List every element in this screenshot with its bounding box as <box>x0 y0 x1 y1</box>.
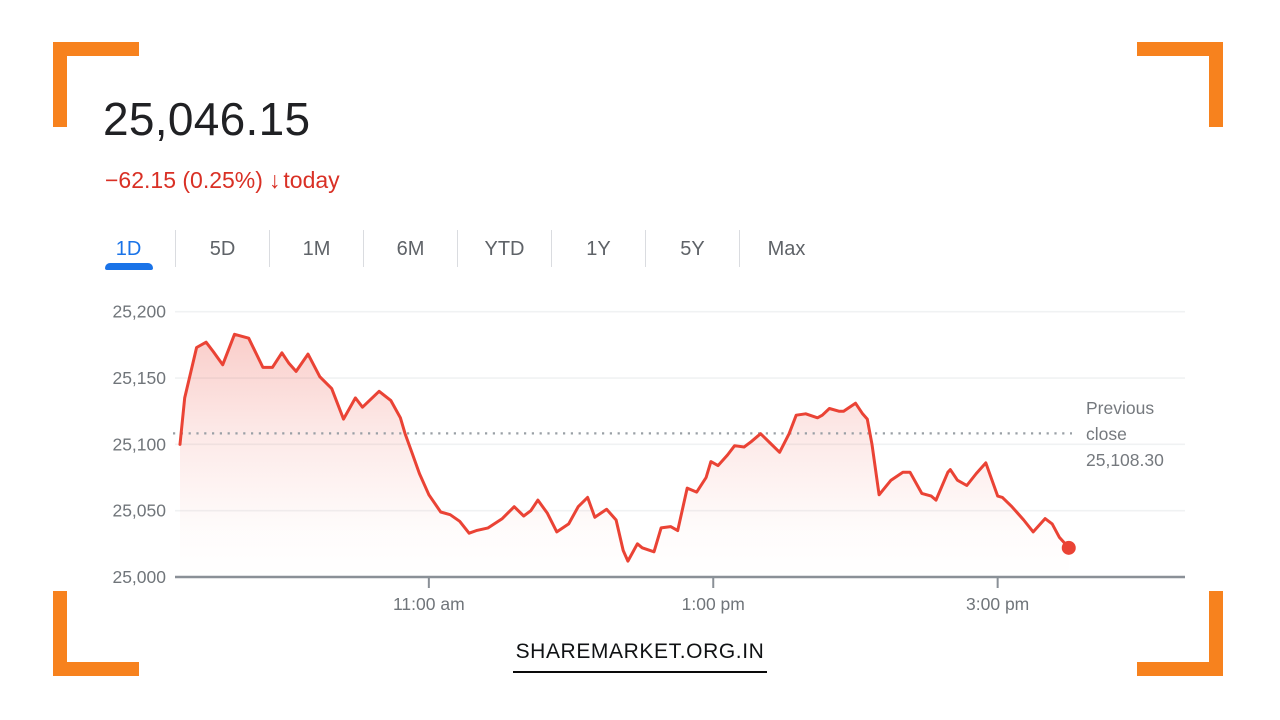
tab-1d[interactable]: 1D <box>82 229 175 270</box>
tab-divider <box>739 230 740 267</box>
tab-label: 1D <box>115 238 142 260</box>
range-tabs: 1D 5D 1M 6M YTD 1Y 5Y Max <box>82 229 833 270</box>
y-axis-label: 25,100 <box>112 434 166 454</box>
corner-bracket-bottom-right <box>1137 591 1223 676</box>
tab-label: 1M <box>302 238 331 260</box>
tab-label: 5D <box>209 238 236 260</box>
tab-1y[interactable]: 1Y <box>552 229 645 270</box>
tab-divider <box>363 230 364 267</box>
tab-label: YTD <box>484 238 525 260</box>
previous-close-annotation: Previous close 25,108.30 <box>1086 395 1186 473</box>
tab-5d[interactable]: 5D <box>176 229 269 270</box>
active-tab-indicator <box>104 263 153 270</box>
watermark-text: SHAREMARKET.ORG.IN <box>512 640 768 673</box>
y-axis-label: 25,200 <box>112 302 166 322</box>
previous-close-value: 25,108.30 <box>1086 450 1164 470</box>
x-axis-label: 11:00 am <box>393 594 465 614</box>
tab-divider <box>175 230 176 267</box>
previous-close-label: Previous close <box>1086 398 1155 444</box>
price-value: 25,046.15 <box>103 93 311 145</box>
tab-divider <box>269 230 270 267</box>
y-axis-label: 25,150 <box>112 368 166 388</box>
tab-divider <box>457 230 458 267</box>
tab-1m[interactable]: 1M <box>270 229 363 270</box>
tab-label: 1Y <box>586 238 611 260</box>
corner-bracket-top-left <box>53 42 139 127</box>
price-change: −62.15 (0.25%) ↓ today <box>105 166 340 194</box>
tab-divider <box>645 230 646 267</box>
watermark: SHAREMARKET.ORG.IN <box>0 640 1280 673</box>
down-arrow-icon: ↓ <box>268 167 281 193</box>
tab-divider <box>551 230 552 267</box>
area-fill <box>180 334 1069 577</box>
tab-ytd[interactable]: YTD <box>458 229 551 270</box>
tab-max[interactable]: Max <box>740 229 833 270</box>
y-axis-label: 25,000 <box>112 567 166 587</box>
corner-bracket-top-right <box>1137 42 1223 127</box>
tab-label: 6M <box>396 238 425 260</box>
x-axis-label: 3:00 pm <box>966 594 1029 614</box>
corner-bracket-bottom-left <box>53 591 139 676</box>
x-axis-label: 1:00 pm <box>682 594 745 614</box>
change-period: today <box>283 167 340 193</box>
tab-6m[interactable]: 6M <box>364 229 457 270</box>
last-price-dot <box>1061 540 1076 555</box>
change-amount: −62.15 (0.25%) <box>105 167 263 193</box>
tab-5y[interactable]: 5Y <box>646 229 739 270</box>
price-line <box>178 332 1071 563</box>
tab-label: 5Y <box>680 238 705 260</box>
tab-label: Max <box>767 238 806 260</box>
y-axis-label: 25,050 <box>112 501 166 521</box>
